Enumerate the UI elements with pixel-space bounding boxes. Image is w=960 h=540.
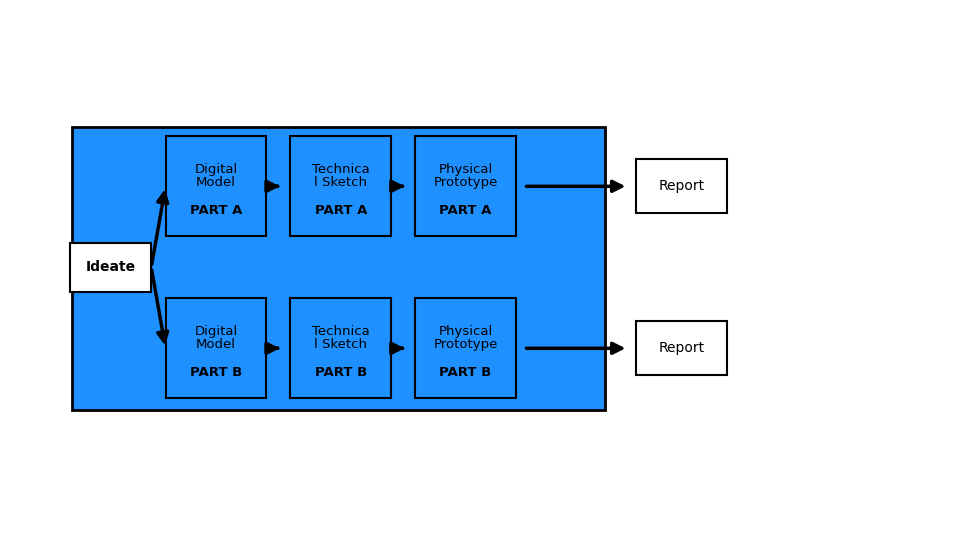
Text: PART B: PART B — [440, 366, 492, 379]
Text: PART A: PART A — [315, 204, 367, 217]
Text: Model: Model — [196, 176, 236, 189]
FancyBboxPatch shape — [166, 136, 267, 237]
Text: PART A: PART A — [190, 204, 242, 217]
Text: Technica: Technica — [312, 163, 370, 176]
Text: Ideate: Ideate — [85, 260, 135, 274]
FancyBboxPatch shape — [290, 136, 392, 237]
Text: Report: Report — [659, 179, 705, 193]
FancyBboxPatch shape — [70, 243, 152, 292]
Text: Physical: Physical — [439, 163, 492, 176]
Text: Report: Report — [659, 341, 705, 355]
FancyBboxPatch shape — [415, 136, 516, 237]
Text: Model: Model — [196, 338, 236, 351]
FancyBboxPatch shape — [415, 298, 516, 399]
FancyBboxPatch shape — [72, 127, 605, 410]
FancyBboxPatch shape — [290, 298, 392, 399]
FancyBboxPatch shape — [636, 321, 728, 375]
Text: Technica: Technica — [312, 325, 370, 338]
Text: PART B: PART B — [315, 366, 367, 379]
Text: PART A: PART A — [440, 204, 492, 217]
Text: Prototype: Prototype — [433, 176, 498, 189]
FancyBboxPatch shape — [166, 298, 267, 399]
Text: Physical: Physical — [439, 325, 492, 338]
Text: l Sketch: l Sketch — [314, 338, 368, 351]
Text: Digital: Digital — [194, 325, 238, 338]
Text: Prototype: Prototype — [433, 338, 498, 351]
FancyBboxPatch shape — [636, 159, 728, 213]
Text: l Sketch: l Sketch — [314, 176, 368, 189]
Text: PART B: PART B — [190, 366, 242, 379]
Text: Digital: Digital — [194, 163, 238, 176]
